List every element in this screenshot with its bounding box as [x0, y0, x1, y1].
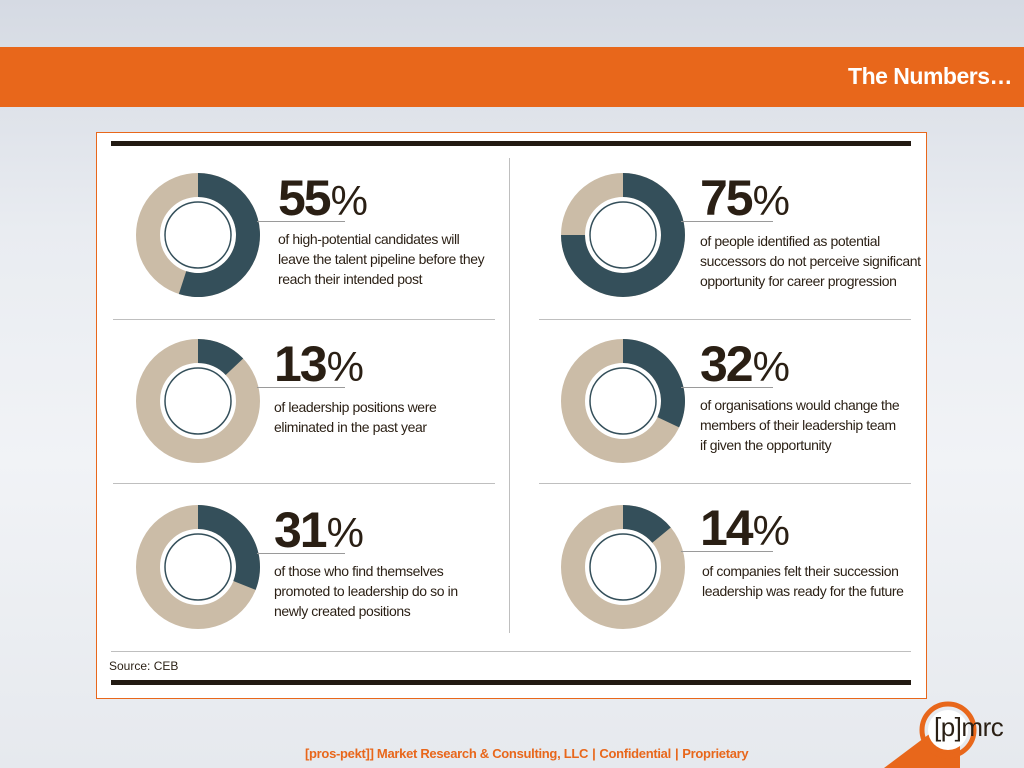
stat-value-4: 32%	[700, 336, 790, 392]
donut-segment-4	[623, 339, 685, 428]
stat-value-2: 75%	[700, 170, 790, 226]
donut-chart-6	[561, 505, 685, 629]
donut-chart-2	[561, 173, 685, 297]
source-note: Source: CEB	[109, 659, 179, 673]
footer-company: [pros-pekt]] Market Research & Consultin…	[305, 746, 589, 761]
stat-value-5: 31%	[274, 502, 364, 558]
donut-segment-1	[178, 173, 260, 297]
stat-description-3: of leadership positions were eliminated …	[274, 399, 437, 435]
pmrc-logo-icon	[884, 701, 977, 768]
header-bar: The Numbers…	[0, 47, 1024, 107]
stat-description-2: of people identified as potential succes…	[700, 233, 921, 289]
column-divider	[509, 158, 510, 633]
donut-hole-4	[589, 367, 657, 435]
stat-underline-4	[681, 387, 773, 388]
stat-description-4: of organisations would change the member…	[700, 397, 900, 453]
donut-hole-3	[164, 367, 232, 435]
donut-chart-5	[136, 505, 260, 629]
donut-segment-6	[623, 505, 671, 543]
stat-description-6: of companies felt their succession leade…	[702, 563, 904, 599]
stat-value-3: 13%	[274, 336, 364, 392]
page-title: The Numbers…	[848, 63, 1012, 89]
row-divider-right-1	[539, 319, 911, 320]
top-rule	[111, 141, 911, 146]
row-divider-left-1	[113, 319, 495, 320]
footer-confidential: Confidential	[599, 746, 671, 761]
stat-underline-5	[257, 553, 345, 554]
donut-segment-3	[198, 339, 244, 375]
stat-value-6: 14%	[700, 500, 790, 556]
donut-hole-6	[589, 533, 657, 601]
row-divider-left-2	[113, 483, 495, 484]
bottom-rule	[111, 680, 911, 685]
stat-underline-2	[681, 221, 773, 222]
footer-proprietary: Proprietary	[682, 746, 749, 761]
donut-hole-5	[164, 533, 232, 601]
stat-description-5: of those who find themselves promoted to…	[274, 563, 458, 619]
source-divider	[111, 651, 911, 652]
stat-underline-1	[257, 221, 345, 222]
stat-value-1: 55%	[278, 170, 368, 226]
donut-hole-1	[164, 201, 232, 269]
footer-separator-2: |	[674, 746, 679, 761]
stat-description-1: of high-potential candidates will leave …	[278, 231, 485, 287]
donut-segment-5	[198, 505, 260, 590]
row-divider-right-2	[539, 483, 911, 484]
footer-separator-1: |	[592, 746, 596, 761]
donut-chart-3	[136, 339, 260, 463]
stat-underline-3	[257, 387, 345, 388]
stat-underline-6	[681, 551, 773, 552]
donut-hole-2	[589, 201, 657, 269]
donut-chart-1	[136, 173, 260, 297]
logo-text: [p]mrc	[934, 712, 1004, 742]
infographic-card: 55% of high-potential candidates will le…	[96, 132, 927, 699]
donut-segment-2	[561, 173, 685, 297]
footer-text: [pros-pekt]] Market Research & Consultin…	[305, 746, 749, 761]
donut-chart-4	[561, 339, 685, 463]
